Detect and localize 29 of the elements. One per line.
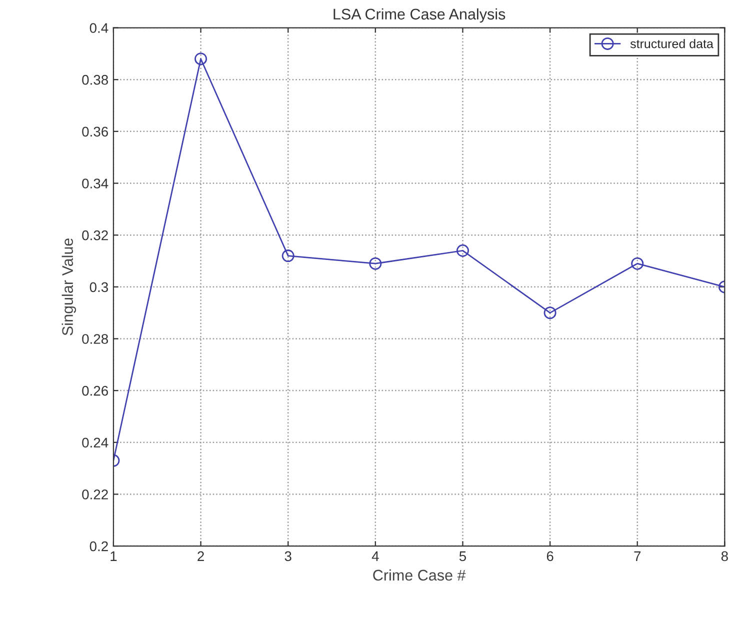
point <box>369 257 382 270</box>
x-tick-label: 5 <box>459 551 466 562</box>
x-tick-label: 8 <box>721 551 728 562</box>
point <box>631 257 644 270</box>
y-tick-label: 0.26 <box>82 386 108 396</box>
y-tick-label: 0.38 <box>82 74 108 85</box>
point <box>282 250 294 262</box>
legend-label: structured data <box>630 39 714 48</box>
y-tick-label: 0.28 <box>82 334 108 344</box>
y-tick-label: 0.32 <box>82 230 108 240</box>
x-axis-title: Crime Case # <box>373 569 466 581</box>
point <box>544 306 556 320</box>
x-tick-label: 6 <box>546 551 554 562</box>
chart-title: LSA Crime Case Analysis <box>334 8 506 23</box>
point <box>456 244 469 257</box>
point <box>194 52 208 66</box>
x-tick-label: 2 <box>198 551 204 561</box>
y-tick-label: 0.2 <box>90 541 108 552</box>
x-tick-label: 3 <box>284 551 292 562</box>
y-tick-label: 0.3 <box>90 282 108 292</box>
y-tick-label: 0.22 <box>82 490 108 500</box>
y-axis-title: Singular Value <box>62 238 76 336</box>
x-tick-label: 1 <box>110 551 117 561</box>
y-tick-label: 0.4 <box>90 23 108 33</box>
y-tick-label: 0.36 <box>82 126 108 137</box>
y-tick-label: 0.24 <box>82 438 108 448</box>
y-tick-label: 0.34 <box>82 178 108 188</box>
x-tick-label: 4 <box>372 551 379 561</box>
x-tick-label: 7 <box>634 551 641 561</box>
